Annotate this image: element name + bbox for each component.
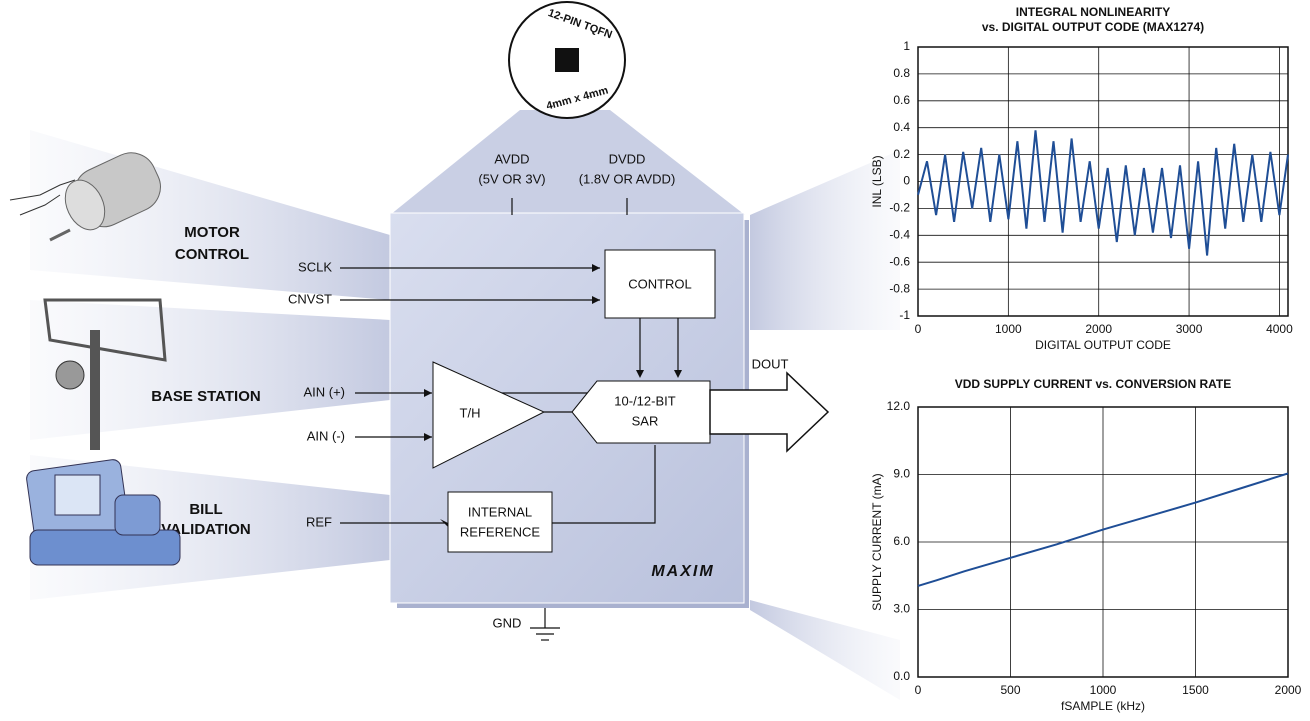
- block-label: CONTROL: [628, 276, 692, 291]
- y-tick-label: 0.4: [893, 120, 910, 134]
- y-tick-label: 0.6: [893, 93, 910, 107]
- y-tick-label: 0.0: [893, 669, 910, 683]
- pin-label: AIN (+): [303, 384, 345, 399]
- pin-label: AIN (-): [307, 428, 345, 443]
- x-tick-label: 2000: [1085, 322, 1112, 336]
- application: VALIDATION: [161, 521, 250, 538]
- pin-label: REF: [306, 514, 332, 529]
- y-tick-label: 0.2: [893, 147, 910, 161]
- chart-title: VDD SUPPLY CURRENT vs. CONVERSION RATE: [955, 377, 1232, 391]
- pin-label: SCLK: [298, 259, 332, 274]
- x-axis-label: fSAMPLE (kHz): [1061, 699, 1145, 713]
- y-tick-label: 3.0: [893, 602, 910, 616]
- pin-note: (5V OR 3V): [478, 171, 545, 186]
- block-label: REFERENCE: [460, 524, 541, 539]
- y-tick-label: -0.6: [889, 254, 910, 268]
- x-tick-label: 1500: [1182, 683, 1209, 697]
- pin-label: CNVST: [288, 291, 332, 306]
- x-tick-label: 1000: [1090, 683, 1117, 697]
- block-label: 10-/12-BIT: [614, 393, 675, 408]
- y-tick-label: 0.8: [893, 66, 910, 80]
- x-tick-label: 1000: [995, 322, 1022, 336]
- pin-label: DVDD: [609, 151, 646, 166]
- y-tick-label: 0: [903, 174, 910, 188]
- data-line: [917, 472, 1289, 587]
- data-line: [917, 130, 1289, 256]
- x-tick-label: 0: [915, 322, 922, 336]
- application: CONTROL: [175, 246, 249, 263]
- y-axis-label: SUPPLY CURRENT (mA): [870, 473, 884, 610]
- chart-title: INTEGRAL NONLINEARITY: [1016, 5, 1170, 19]
- y-axis-label: INL (LSB): [870, 155, 884, 207]
- x-tick-label: 2000: [1275, 683, 1302, 697]
- application: BASE STATION: [151, 388, 260, 405]
- pin-label: AVDD: [494, 151, 529, 166]
- x-tick-label: 0: [915, 683, 922, 697]
- application: BILL: [189, 501, 222, 518]
- wires: [340, 198, 830, 641]
- x-tick-label: 3000: [1176, 322, 1203, 336]
- application: MOTOR: [184, 224, 240, 241]
- package: 12-PIN TQFN 4mm x 4mm: [508, 1, 626, 119]
- x-axis-label: DIGITAL OUTPUT CODE: [1035, 338, 1171, 352]
- y-tick-label: 12.0: [887, 399, 911, 413]
- charts: 1 0.8 0.6 0.4 0.2 0 -0.2 -0.4 -0.6 -0.8 -1 0 1000 200…: [870, 5, 1301, 713]
- y-tick-label: -0.8: [889, 281, 910, 295]
- y-tick-label: 1: [903, 39, 910, 53]
- x-tick-label: 500: [1000, 683, 1020, 697]
- chart-subtitle: vs. DIGITAL OUTPUT CODE (MAX1274): [982, 20, 1204, 34]
- block-label: SAR: [632, 413, 659, 428]
- block-label: INTERNAL: [468, 504, 532, 519]
- y-tick-label: 9.0: [893, 467, 910, 481]
- block-label: T/H: [460, 405, 481, 420]
- y-tick-label: -1: [899, 308, 910, 322]
- pin-note: (1.8V OR AVDD): [579, 171, 676, 186]
- y-tick-label: -0.2: [889, 201, 910, 215]
- y-tick-label: 6.0: [893, 534, 910, 548]
- pin-label: DOUT: [752, 356, 789, 371]
- icons: [9, 152, 181, 566]
- labels: AVDD (5V OR 3V) DVDD (1.8V OR AVDD) SCLK…: [151, 151, 788, 630]
- y-tick-label: -0.4: [889, 227, 910, 241]
- logo: MAXIM: [651, 563, 714, 580]
- x-tick-label: 4000: [1266, 322, 1293, 336]
- pin-label: GND: [493, 615, 522, 630]
